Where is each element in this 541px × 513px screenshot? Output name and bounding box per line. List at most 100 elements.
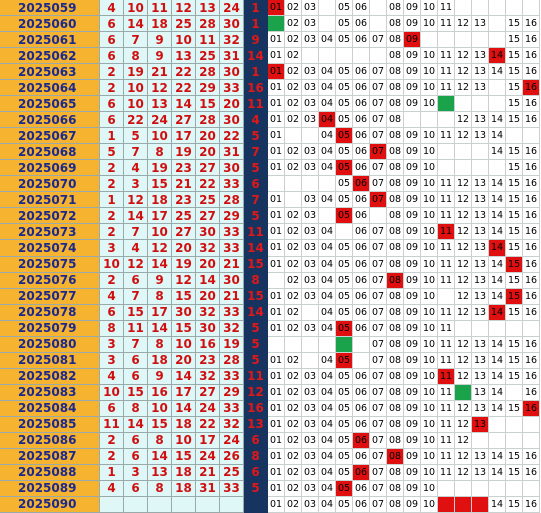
red-ball: 9 (148, 368, 172, 385)
trend-cell: 15 (506, 496, 523, 513)
red-ball: 8 (148, 144, 172, 161)
trend-cell: 16 (523, 384, 540, 401)
trend-cell: 04 (319, 256, 336, 273)
trend-cell: 15 (506, 176, 523, 193)
trend-cell: 01 (268, 320, 285, 337)
trend-cell: 10 (421, 352, 438, 369)
period: 2025075 (0, 256, 100, 273)
trend-cell: 08 (387, 304, 404, 321)
trend-cell (472, 432, 489, 449)
trend-cell: 07 (370, 448, 387, 465)
period: 2025070 (0, 176, 100, 193)
trend-cell: 14 (489, 400, 506, 417)
draw-row: 2025064 2 10 12 22 29 33 16 01 02 03 04 05 06 07 08 09 10… (0, 80, 541, 97)
trend-cell: 10 (421, 432, 438, 449)
trend-cell: 01 (268, 432, 285, 449)
trend-cell: 10 (421, 384, 438, 401)
period: 2025059 (0, 0, 100, 17)
red-ball: 10 (148, 400, 172, 417)
red-ball: 13 (148, 464, 172, 481)
trend-cell: 14 (489, 384, 506, 401)
red-ball: 4 (100, 480, 124, 497)
trend-cell: 06 (353, 240, 370, 257)
red-ball: 30 (220, 64, 244, 81)
trend-cell: 12 (455, 112, 472, 129)
trend-cell: 13 (472, 48, 489, 65)
trend-cell: 04 (319, 432, 336, 449)
red-ball: 11 (148, 0, 172, 17)
red-ball: 17 (196, 432, 220, 449)
trend-cell: 16 (523, 496, 540, 513)
trend-cell: 09 (404, 224, 421, 241)
trend-cell: 11 (438, 208, 455, 225)
trend-cell: 12 (455, 416, 472, 433)
trend-cell: 04 (319, 224, 336, 241)
trend-cell (523, 320, 540, 337)
trend-hit: 04 (319, 112, 336, 129)
red-ball: 20 (172, 240, 196, 257)
trend-cell: 03 (302, 80, 319, 97)
trend-cell: 07 (370, 256, 387, 273)
red-ball: 20 (196, 144, 220, 161)
trend-cell: 12 (455, 464, 472, 481)
red-ball: 14 (172, 400, 196, 417)
trend-cell (302, 176, 319, 193)
draw-row: 2025084 6 8 10 14 24 33 16 01 02 03 04 05 06 07 08 09 10 1… (0, 400, 541, 417)
red-ball: 18 (172, 464, 196, 481)
trend-cell (506, 416, 523, 433)
trend-hit (438, 96, 455, 113)
trend-cell: 07 (370, 480, 387, 497)
trend-cell: 06 (353, 416, 370, 433)
red-ball: 4 (100, 288, 124, 305)
trend-hit: 05 (336, 208, 353, 225)
trend-cell: 10 (421, 176, 438, 193)
trend-hit: 01 (268, 64, 285, 81)
period: 2025072 (0, 208, 100, 225)
trend-cell: 16 (523, 144, 540, 161)
trend-hit: 05 (336, 352, 353, 369)
trend-cell: 15 (506, 352, 523, 369)
trend-cell: 08 (387, 192, 404, 209)
trend-cell (455, 144, 472, 161)
trend-cell (285, 128, 302, 145)
red-ball: 32 (196, 304, 220, 321)
red-ball: 10 (100, 384, 124, 401)
draw-row: 2025061 6 7 9 10 11 32 9 01 02 03 04 05 06 07 08 09 15 16 (0, 32, 541, 49)
red-ball: 21 (148, 64, 172, 81)
red-ball: 19 (172, 144, 196, 161)
red-ball: 19 (148, 160, 172, 177)
trend-cell: 08 (387, 320, 404, 337)
red-ball: 15 (124, 384, 148, 401)
trend-cell: 05 (336, 176, 353, 193)
blue-ball: 7 (244, 192, 268, 209)
trend-cell: 11 (438, 64, 455, 81)
trend-cell: 10 (421, 0, 438, 17)
trend-cell: 09 (404, 256, 421, 273)
blue-ball: 8 (244, 272, 268, 289)
trend-cell: 09 (404, 496, 421, 513)
trend-cell (523, 416, 540, 433)
trend-cell: 09 (404, 192, 421, 209)
red-ball: 10 (172, 432, 196, 449)
trend-cell: 01 (268, 400, 285, 417)
period: 2025087 (0, 448, 100, 465)
trend-cell: 01 (268, 416, 285, 433)
red-ball: 8 (148, 288, 172, 305)
red-ball: 25 (196, 192, 220, 209)
trend-cell: 13 (472, 176, 489, 193)
trend-cell: 01 (268, 96, 285, 113)
trend-cell: 01 (268, 480, 285, 497)
trend-cell: 04 (319, 368, 336, 385)
red-ball: 11 (124, 320, 148, 337)
red-ball: 8 (148, 432, 172, 449)
trend-cell: 06 (353, 320, 370, 337)
red-ball: 32 (196, 240, 220, 257)
trend-cell: 04 (319, 64, 336, 81)
trend-hit: 16 (523, 400, 540, 417)
period: 2025067 (0, 128, 100, 145)
trend-cell: 09 (404, 320, 421, 337)
period: 2025063 (0, 64, 100, 81)
trend-cell: 05 (336, 496, 353, 513)
trend-cell (472, 480, 489, 497)
